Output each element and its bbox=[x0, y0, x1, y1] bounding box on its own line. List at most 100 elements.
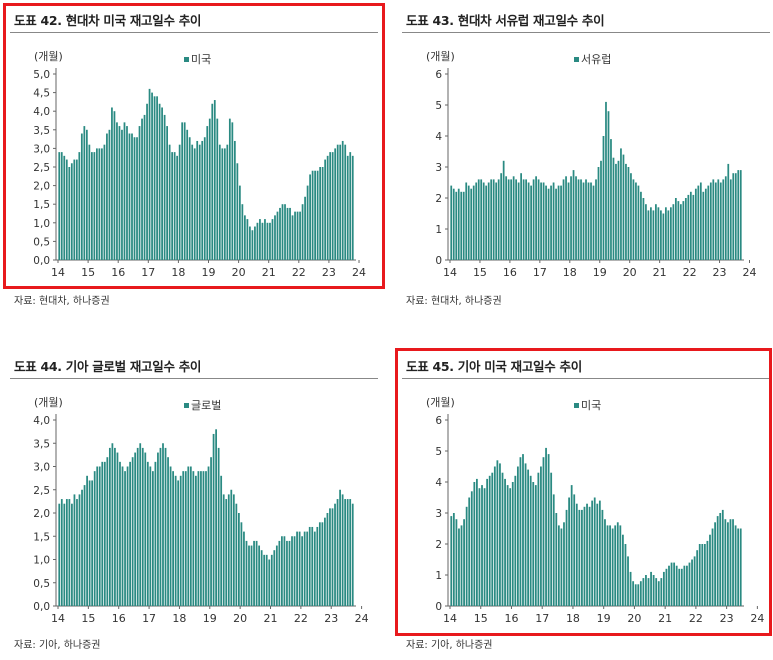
bar bbox=[293, 536, 296, 606]
bar bbox=[321, 522, 324, 606]
bar bbox=[225, 499, 228, 606]
bar bbox=[189, 466, 192, 606]
x-tick-label: 22 bbox=[292, 266, 306, 279]
bar bbox=[346, 499, 349, 606]
bar bbox=[83, 485, 86, 606]
chart-panel-42: 도표 42. 현대차 미국 재고일수 추이 (개월) 미국 0,0 0,5 1,0 1,5… bbox=[4, 4, 384, 314]
bar bbox=[244, 215, 246, 260]
x-tick-label: 23 bbox=[720, 612, 734, 625]
title-divider bbox=[402, 378, 770, 379]
bar bbox=[241, 204, 244, 260]
bar bbox=[510, 179, 513, 260]
y-tick-label: 3,0 bbox=[33, 462, 50, 474]
bar bbox=[151, 471, 154, 606]
bar bbox=[620, 148, 622, 260]
bar bbox=[737, 170, 740, 260]
bar bbox=[665, 568, 668, 606]
bar bbox=[577, 179, 580, 260]
source-note: 자료: 기아, 하나증권 bbox=[14, 640, 101, 651]
bar bbox=[173, 152, 176, 260]
bar bbox=[299, 211, 301, 260]
bar bbox=[203, 137, 206, 260]
bar bbox=[283, 536, 286, 606]
bar bbox=[73, 159, 76, 260]
y-tick-label: 1 bbox=[435, 224, 442, 236]
bar bbox=[470, 491, 473, 606]
bar bbox=[645, 575, 647, 606]
bar bbox=[550, 472, 553, 606]
bar bbox=[557, 525, 560, 606]
bar bbox=[208, 118, 211, 260]
bar bbox=[148, 88, 151, 260]
bar bbox=[98, 466, 101, 606]
bar bbox=[668, 565, 670, 606]
bar bbox=[717, 179, 720, 260]
bar bbox=[80, 133, 83, 260]
y-axis-label: (개월) bbox=[34, 396, 63, 409]
x-tick-label: 16 bbox=[111, 266, 125, 279]
y-tick-label: 0 bbox=[435, 601, 442, 613]
x-tick-label: 23 bbox=[322, 266, 336, 279]
bar bbox=[683, 565, 686, 606]
bar bbox=[108, 447, 111, 606]
bar bbox=[161, 107, 163, 260]
bar bbox=[617, 160, 620, 260]
y-tick-label: 2,5 bbox=[33, 162, 50, 174]
x-tick-label: 21 bbox=[262, 266, 276, 279]
bar bbox=[70, 163, 73, 260]
x-tick-label: 18 bbox=[171, 266, 185, 279]
bar bbox=[516, 466, 519, 606]
bar bbox=[637, 584, 640, 606]
bar bbox=[207, 466, 210, 606]
bar bbox=[719, 513, 722, 606]
bar bbox=[308, 526, 311, 606]
x-tick-label: 18 bbox=[172, 612, 186, 625]
bar bbox=[176, 155, 179, 260]
y-tick-label: 2 bbox=[435, 539, 442, 551]
bar bbox=[455, 519, 458, 606]
bar bbox=[139, 443, 142, 606]
bar bbox=[240, 522, 243, 606]
bar bbox=[255, 540, 258, 606]
bar bbox=[612, 157, 615, 260]
bar bbox=[600, 160, 602, 260]
bar bbox=[228, 118, 231, 260]
bar bbox=[570, 485, 573, 606]
y-tick-label: 0 bbox=[435, 255, 442, 267]
bar bbox=[78, 494, 81, 606]
bar bbox=[118, 126, 121, 260]
bar bbox=[96, 148, 98, 260]
bar bbox=[289, 207, 291, 260]
bar bbox=[734, 525, 737, 606]
x-tick-label: 15 bbox=[474, 612, 488, 625]
bar bbox=[178, 144, 181, 260]
source-note: 자료: 현대차, 하나증권 bbox=[14, 296, 110, 307]
bar bbox=[637, 185, 640, 260]
bar bbox=[578, 509, 581, 606]
bar bbox=[679, 204, 682, 260]
bar bbox=[565, 509, 568, 606]
bar bbox=[481, 485, 483, 606]
bar bbox=[452, 188, 455, 260]
bar bbox=[472, 185, 475, 260]
bar bbox=[232, 494, 235, 606]
bar bbox=[632, 581, 635, 606]
bar bbox=[611, 528, 614, 606]
x-tick-label: 24 bbox=[352, 266, 366, 279]
bar bbox=[326, 513, 329, 606]
x-tick-label: 22 bbox=[683, 266, 697, 279]
bar bbox=[144, 452, 147, 606]
bar bbox=[291, 215, 294, 260]
bar bbox=[724, 176, 727, 260]
bar bbox=[615, 163, 617, 260]
bar bbox=[212, 433, 215, 606]
bar bbox=[108, 129, 111, 260]
bar bbox=[652, 210, 655, 260]
bar bbox=[164, 447, 167, 606]
bar bbox=[166, 126, 168, 260]
bar bbox=[249, 226, 251, 260]
x-tick-label: 21 bbox=[653, 266, 667, 279]
bar bbox=[197, 471, 200, 606]
legend-swatch bbox=[184, 403, 189, 408]
bar bbox=[138, 126, 141, 260]
